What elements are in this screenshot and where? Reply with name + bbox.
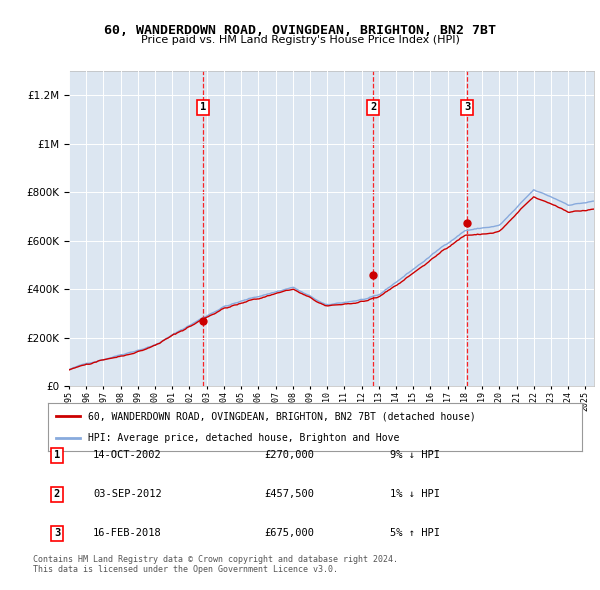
Text: 60, WANDERDOWN ROAD, OVINGDEAN, BRIGHTON, BN2 7BT (detached house): 60, WANDERDOWN ROAD, OVINGDEAN, BRIGHTON… <box>88 411 476 421</box>
Text: 16-FEB-2018: 16-FEB-2018 <box>93 529 162 538</box>
Text: £270,000: £270,000 <box>264 451 314 460</box>
Text: Contains HM Land Registry data © Crown copyright and database right 2024.: Contains HM Land Registry data © Crown c… <box>33 555 398 563</box>
Text: 3: 3 <box>54 529 60 538</box>
Text: Price paid vs. HM Land Registry's House Price Index (HPI): Price paid vs. HM Land Registry's House … <box>140 35 460 45</box>
Text: 1: 1 <box>54 451 60 460</box>
Text: 2: 2 <box>54 490 60 499</box>
Text: £457,500: £457,500 <box>264 490 314 499</box>
Text: 14-OCT-2002: 14-OCT-2002 <box>93 451 162 460</box>
Text: 1% ↓ HPI: 1% ↓ HPI <box>390 490 440 499</box>
Text: HPI: Average price, detached house, Brighton and Hove: HPI: Average price, detached house, Brig… <box>88 433 400 443</box>
Text: 5% ↑ HPI: 5% ↑ HPI <box>390 529 440 538</box>
Text: 60, WANDERDOWN ROAD, OVINGDEAN, BRIGHTON, BN2 7BT: 60, WANDERDOWN ROAD, OVINGDEAN, BRIGHTON… <box>104 24 496 37</box>
Text: 1: 1 <box>200 102 206 112</box>
Text: £675,000: £675,000 <box>264 529 314 538</box>
Text: This data is licensed under the Open Government Licence v3.0.: This data is licensed under the Open Gov… <box>33 565 338 574</box>
Text: 2: 2 <box>370 102 376 112</box>
Text: 3: 3 <box>464 102 470 112</box>
Text: 9% ↓ HPI: 9% ↓ HPI <box>390 451 440 460</box>
Text: 03-SEP-2012: 03-SEP-2012 <box>93 490 162 499</box>
